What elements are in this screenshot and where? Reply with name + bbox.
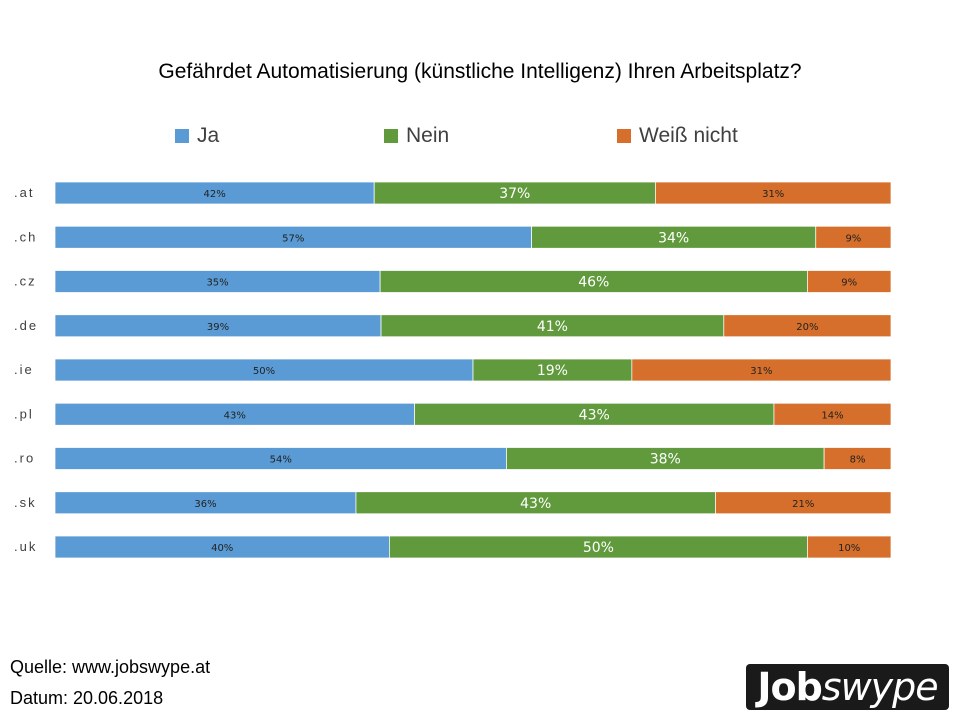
bar-weiss-nicht-ro bbox=[823, 447, 892, 470]
data-label-weiss-nicht-de: 20% bbox=[796, 322, 818, 333]
chart-title: Gefährdet Automatisierung (künstliche In… bbox=[158, 60, 802, 83]
data-label-ja-ro: 54% bbox=[270, 455, 292, 466]
legend-swatch-ja bbox=[175, 129, 189, 143]
data-label-weiss-nicht-uk: 10% bbox=[838, 543, 860, 554]
data-label-nein-ro: 38% bbox=[650, 452, 681, 468]
legend-item-ja: Ja bbox=[175, 124, 219, 148]
category-label-ch: .ch bbox=[14, 229, 37, 244]
legend-label-weiss-nicht: Weiß nicht bbox=[639, 124, 738, 147]
data-label-ja-pl: 43% bbox=[224, 410, 246, 421]
category-label-at: .at bbox=[14, 185, 34, 200]
bar-weiss-nicht-cz bbox=[807, 270, 892, 293]
footer-date: Datum: 20.06.2018 bbox=[10, 688, 164, 708]
bar-weiss-nicht-uk bbox=[807, 535, 892, 559]
data-label-weiss-nicht-ie: 31% bbox=[750, 366, 772, 377]
legend-swatch-weiss-nicht bbox=[617, 129, 631, 143]
data-label-weiss-nicht-ch: 9% bbox=[845, 233, 861, 244]
data-label-ja-at: 42% bbox=[203, 189, 225, 200]
legend-swatch-nein bbox=[384, 129, 398, 143]
data-label-weiss-nicht-sk: 21% bbox=[792, 499, 814, 510]
legend-label-nein: Nein bbox=[406, 124, 450, 147]
bar-weiss-nicht-ie bbox=[631, 358, 892, 382]
bar-weiss-nicht-ch bbox=[815, 225, 892, 249]
data-label-weiss-nicht-cz: 9% bbox=[841, 278, 857, 289]
data-label-ja-cz: 35% bbox=[206, 278, 228, 289]
footer-source: Quelle: www.jobswype.at bbox=[10, 657, 211, 677]
data-label-ja-de: 39% bbox=[207, 322, 229, 333]
data-label-weiss-nicht-at: 31% bbox=[762, 189, 784, 200]
category-label-cz: .cz bbox=[14, 274, 37, 289]
data-label-nein-de: 41% bbox=[537, 319, 568, 335]
bar-weiss-nicht-de bbox=[723, 314, 892, 338]
bar-weiss-nicht-sk bbox=[715, 491, 892, 515]
legend-item-nein: Nein bbox=[384, 124, 449, 148]
data-label-nein-ie: 19% bbox=[537, 363, 568, 379]
category-label-de: .de bbox=[14, 318, 38, 333]
legend: Ja Nein Weiß nicht bbox=[0, 124, 960, 154]
data-label-nein-at: 37% bbox=[499, 186, 530, 202]
data-label-ja-sk: 36% bbox=[194, 499, 216, 510]
data-label-nein-sk: 43% bbox=[520, 496, 551, 512]
category-label-pl: .pl bbox=[14, 406, 34, 421]
jobswype-logo: Jobswype bbox=[746, 664, 949, 710]
legend-label-ja: Ja bbox=[197, 124, 220, 147]
category-label-uk: .uk bbox=[14, 539, 37, 554]
data-label-nein-pl: 43% bbox=[579, 407, 610, 423]
data-label-nein-ch: 34% bbox=[658, 230, 689, 246]
data-label-ja-ch: 57% bbox=[282, 233, 304, 244]
bar-weiss-nicht-pl bbox=[773, 402, 892, 426]
category-label-ie: .ie bbox=[14, 362, 34, 377]
logo-text-job: Job bbox=[757, 665, 822, 709]
data-label-weiss-nicht-ro: 8% bbox=[850, 455, 866, 466]
bar-weiss-nicht-at bbox=[655, 181, 892, 205]
data-label-weiss-nicht-pl: 14% bbox=[821, 410, 843, 421]
data-label-ja-uk: 40% bbox=[211, 543, 233, 554]
data-label-ja-ie: 50% bbox=[253, 366, 275, 377]
data-label-nein-uk: 50% bbox=[583, 540, 614, 556]
category-label-sk: .sk bbox=[14, 495, 37, 510]
category-label-ro: .ro bbox=[14, 451, 35, 466]
data-label-nein-cz: 46% bbox=[578, 275, 609, 291]
legend-item-weiss-nicht: Weiß nicht bbox=[617, 124, 738, 148]
logo-text-swype: swype bbox=[821, 665, 939, 709]
